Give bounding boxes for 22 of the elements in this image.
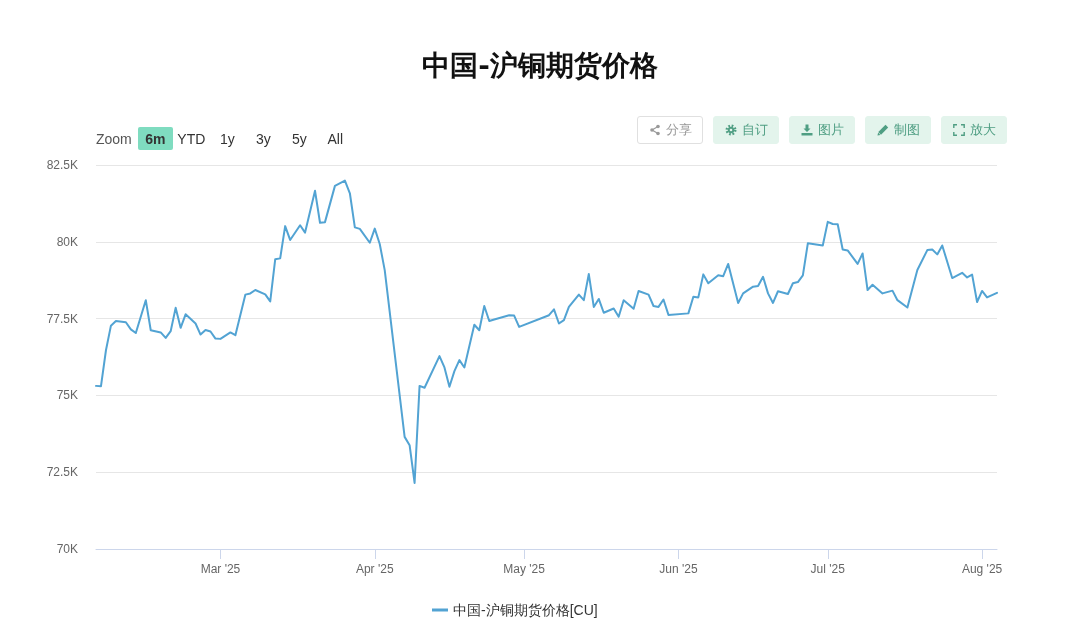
y-tick-label: 70K xyxy=(56,542,78,556)
range-button[interactable]: 6m xyxy=(137,127,173,150)
range-button[interactable]: 5y xyxy=(281,127,317,150)
y-tick-label: 72.5K xyxy=(46,465,78,480)
range-button[interactable]: 3y xyxy=(245,127,281,150)
line-series xyxy=(95,179,998,484)
y-tick-label: 75K xyxy=(56,388,78,403)
legend-label: 中国-沪铜期货价格[CU] xyxy=(453,602,598,618)
x-tick-label: Mar '25 xyxy=(200,562,241,576)
x-tick-label: Jul '25 xyxy=(810,562,846,576)
y-tick-label: 80K xyxy=(56,234,78,249)
range-button[interactable]: 1y xyxy=(209,127,245,150)
x-tick-label: Aug '25 xyxy=(961,562,1003,576)
y-tick-label: 77.5K xyxy=(46,311,78,326)
range-button[interactable]: YTD xyxy=(173,127,209,150)
x-tick-label: May '25 xyxy=(503,562,546,576)
range-button[interactable]: All xyxy=(317,127,353,150)
x-tick-label: Apr '25 xyxy=(355,562,394,576)
chart-title: 中国-沪铜期货价格 xyxy=(422,48,658,82)
y-tick-label: 82.5K xyxy=(46,158,78,172)
text: Zoom xyxy=(96,130,132,147)
x-tick-label: Jun '25 xyxy=(659,562,698,576)
